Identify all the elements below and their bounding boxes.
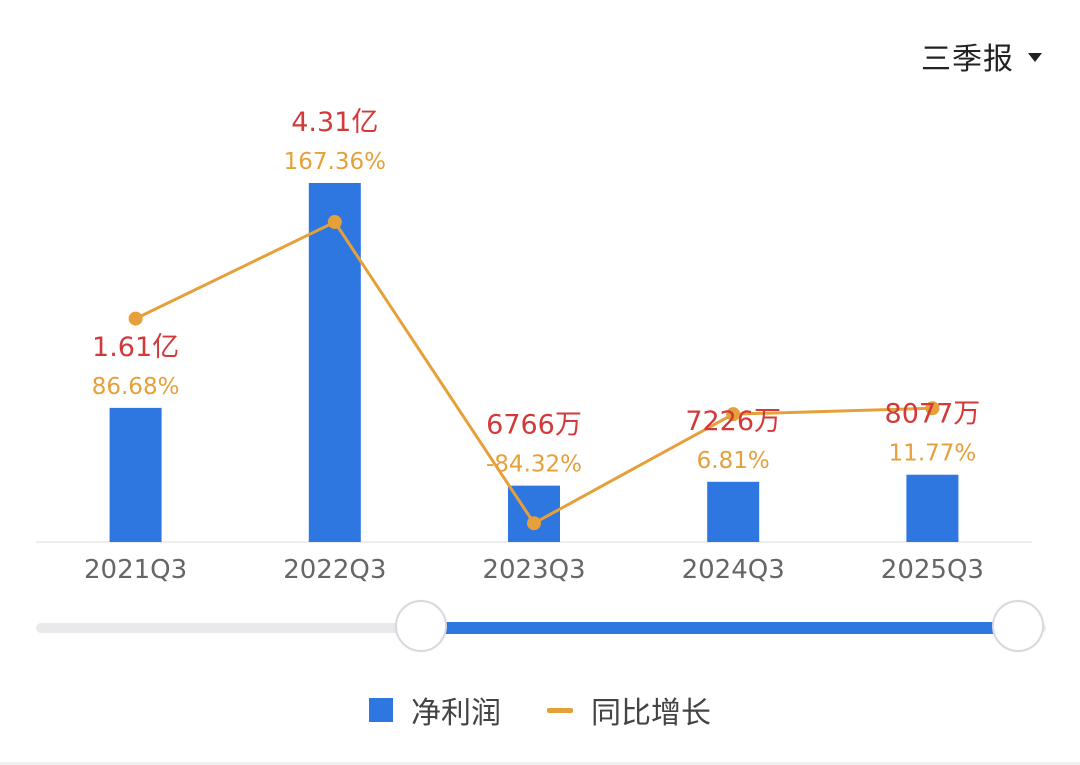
growth-point-2021Q3[interactable]: [128, 311, 143, 326]
legend: 净利润 同比增长: [0, 688, 1080, 732]
caret-down-icon: [1028, 52, 1042, 62]
legend-line-swatch: [547, 707, 573, 713]
x-tick-2021Q3: 2021Q3: [84, 555, 187, 585]
bar-2024Q3[interactable]: [707, 481, 760, 542]
net-profit-chart: 1.61亿 86.68% 4.31亿 167.36% 6766万 -84.32% 7226万…: [36, 107, 1032, 585]
growth-label-2025Q3: 11.77%: [889, 441, 977, 467]
bar-2025Q3[interactable]: [906, 474, 959, 542]
slider-selected-range[interactable]: [421, 622, 1019, 634]
period-selector-label: 三季报: [921, 42, 1014, 77]
growth-point-2023Q3[interactable]: [527, 516, 541, 531]
value-label-2024Q3: 7226万: [685, 406, 781, 437]
value-label-2023Q3: 6766万: [486, 410, 582, 441]
legend-label-yoy-growth: 同比增长: [591, 696, 711, 731]
legend-bar-swatch: [369, 698, 393, 722]
x-tick-2022Q3: 2022Q3: [283, 555, 386, 585]
value-label-2025Q3: 8077万: [885, 399, 981, 430]
growth-point-2025Q3[interactable]: [925, 401, 940, 416]
range-slider[interactable]: [0, 598, 1080, 660]
period-selector[interactable]: 三季报: [921, 34, 1042, 78]
legend-item-yoy-growth[interactable]: 同比增长: [547, 688, 711, 732]
bar-2022Q3[interactable]: [308, 183, 361, 542]
growth-series-line: [134, 220, 933, 525]
x-tick-2024Q3: 2024Q3: [682, 555, 785, 585]
bottom-divider: [0, 762, 1080, 765]
value-label-2021Q3: 1.61亿: [92, 332, 179, 363]
slider-start-handle[interactable]: [395, 600, 447, 652]
legend-item-net-profit[interactable]: 净利润: [369, 688, 501, 732]
legend-label-net-profit: 净利润: [411, 696, 501, 731]
x-tick-2025Q3: 2025Q3: [881, 555, 984, 585]
growth-label-2023Q3: -84.32%: [486, 452, 582, 478]
x-tick-2023Q3: 2023Q3: [482, 555, 585, 585]
growth-label-2021Q3: 86.68%: [92, 374, 180, 400]
growth-label-2022Q3: 167.36%: [284, 149, 386, 175]
slider-end-handle[interactable]: [992, 600, 1044, 652]
growth-point-2024Q3[interactable]: [726, 407, 741, 422]
value-label-2022Q3: 4.31亿: [291, 107, 378, 138]
growth-point-2022Q3[interactable]: [327, 215, 342, 230]
bar-2021Q3[interactable]: [109, 407, 162, 542]
growth-label-2024Q3: 6.81%: [697, 448, 770, 474]
